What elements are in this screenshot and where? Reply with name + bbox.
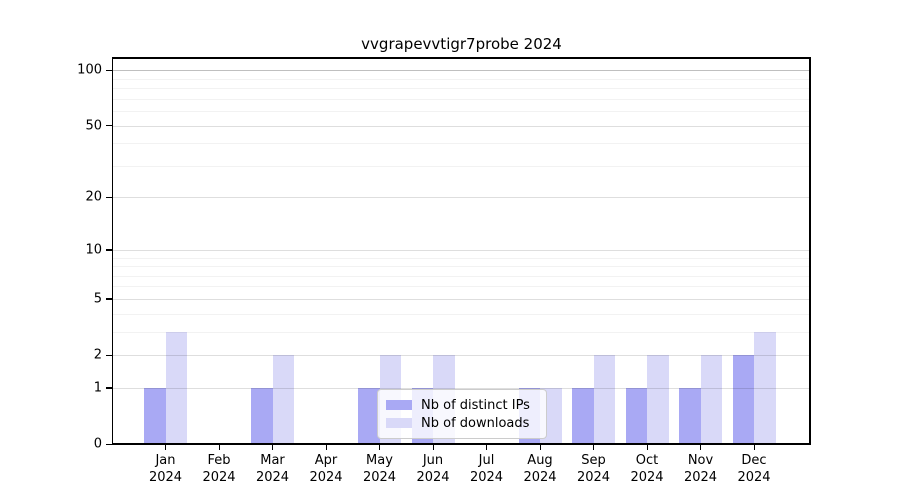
y-tick-mark <box>106 249 112 251</box>
x-tick-label: Nov 2024 <box>683 453 718 485</box>
x-tick-mark <box>539 444 541 450</box>
x-tick-label: May 2024 <box>362 453 397 485</box>
x-tick-label: Apr 2024 <box>309 453 343 485</box>
x-tick-mark <box>486 444 488 450</box>
y-tick-mark <box>106 443 112 445</box>
bar-downloads <box>593 355 615 444</box>
y-axis-spine-left <box>111 57 113 445</box>
axis-spine-right <box>809 57 811 445</box>
gridline-major <box>113 249 810 251</box>
x-tick-mark <box>379 444 381 450</box>
x-tick-mark <box>165 444 167 450</box>
x-axis-spine-bottom <box>111 443 811 445</box>
x-tick-mark <box>646 444 648 450</box>
gridline-minor <box>113 286 810 288</box>
bar-distinct-ips <box>625 387 647 444</box>
gridline-major <box>113 355 810 357</box>
bar-downloads <box>272 355 294 444</box>
gridline-minor <box>113 275 810 277</box>
x-tick-mark <box>325 444 327 450</box>
bar-downloads <box>754 331 776 444</box>
gridline-major <box>113 387 810 389</box>
gridline-major <box>113 298 810 300</box>
x-tick-mark <box>218 444 220 450</box>
grid-layer <box>113 58 810 444</box>
gridline-major <box>113 197 810 199</box>
gridline-minor <box>113 266 810 268</box>
y-tick-label: 20 <box>85 189 102 205</box>
bar-distinct-ips <box>358 387 380 444</box>
x-tick-label: Sep 2024 <box>576 453 611 485</box>
x-tick-mark <box>272 444 274 450</box>
gridline-minor <box>113 111 810 113</box>
bar-distinct-ips <box>144 387 166 444</box>
x-tick-mark <box>700 444 702 450</box>
x-tick-label: Jan 2024 <box>148 453 183 485</box>
gridline-major <box>113 125 810 127</box>
x-tick-label: Jul 2024 <box>469 453 504 485</box>
gridline-minor <box>113 331 810 333</box>
x-tick-label: Feb 2024 <box>202 453 236 485</box>
gridline-minor <box>113 165 810 167</box>
x-tick-mark <box>432 444 434 450</box>
y-tick-label: 1 <box>93 380 102 396</box>
y-tick-mark <box>106 125 112 127</box>
axis-spine-top <box>111 57 811 59</box>
x-tick-label: Oct 2024 <box>630 453 664 485</box>
bar-distinct-ips <box>679 387 701 444</box>
gridline-minor <box>113 88 810 90</box>
gridline-minor <box>113 313 810 315</box>
legend-swatch-distinct-ips-icon <box>386 400 412 410</box>
y-tick-label: 0 <box>93 436 102 452</box>
gridline-minor <box>113 257 810 259</box>
legend-swatch-downloads-icon <box>386 418 412 428</box>
legend-label-downloads: Nb of downloads <box>421 415 530 431</box>
y-tick-label: 10 <box>85 242 102 258</box>
gridline-major <box>113 70 810 72</box>
chart-title: vvgrapevvtigr7probe 2024 <box>361 35 562 53</box>
y-tick-label: 5 <box>93 291 102 307</box>
y-tick-mark <box>106 298 112 300</box>
y-tick-label: 2 <box>93 347 102 363</box>
x-tick-label: Mar 2024 <box>255 453 290 485</box>
legend-item-distinct-ips: Nb of distinct IPs <box>386 398 538 413</box>
y-tick-label: 100 <box>77 62 102 78</box>
x-tick-label: Jun 2024 <box>416 453 450 485</box>
gridline-minor <box>113 143 810 145</box>
bar-distinct-ips <box>732 355 754 444</box>
bar-distinct-ips <box>251 387 273 444</box>
bar-downloads <box>700 355 722 444</box>
x-tick-label: Dec 2024 <box>737 453 771 485</box>
gridline-minor <box>113 98 810 100</box>
y-tick-label: 50 <box>85 118 102 134</box>
legend-item-downloads: Nb of downloads <box>386 416 538 431</box>
bar-downloads <box>165 331 187 444</box>
y-tick-mark <box>106 69 112 71</box>
y-tick-mark <box>106 387 112 389</box>
bar-distinct-ips <box>572 387 594 444</box>
x-tick-mark <box>753 444 755 450</box>
plot-area <box>113 58 810 444</box>
gridline-minor <box>113 78 810 80</box>
x-tick-label: Aug 2024 <box>523 453 557 485</box>
bar-downloads <box>647 355 669 444</box>
x-tick-mark <box>593 444 595 450</box>
y-tick-mark <box>106 354 112 356</box>
y-tick-mark <box>106 196 112 199</box>
legend-label-distinct-ips: Nb of distinct IPs <box>421 397 530 413</box>
legend: Nb of distinct IPs Nb of downloads <box>377 389 547 439</box>
